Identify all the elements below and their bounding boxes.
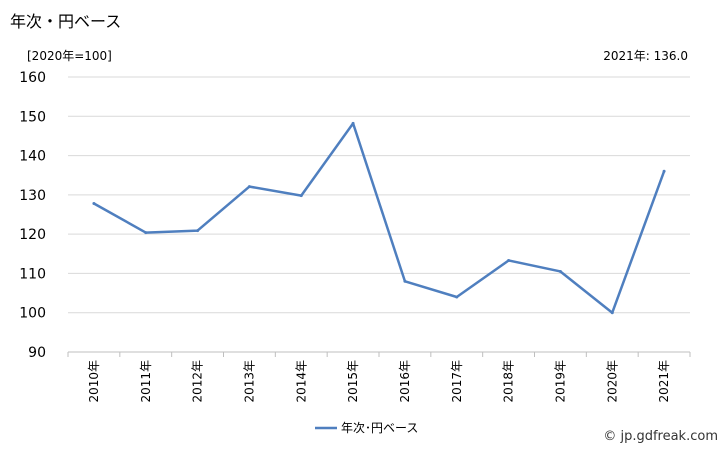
data-point	[403, 279, 407, 283]
y-tick-label: 150	[19, 109, 46, 125]
x-tick-label: 2010年	[87, 360, 101, 403]
x-tick-label: 2013年	[242, 360, 256, 403]
y-tick-label: 110	[19, 266, 46, 282]
x-tick-label: 2021年	[657, 360, 671, 403]
data-point	[507, 258, 511, 262]
data-point	[351, 121, 355, 125]
data-point	[662, 169, 666, 173]
x-tick-label: 2019年	[553, 360, 567, 403]
data-point	[610, 311, 614, 315]
y-tick-label: 160	[19, 70, 46, 86]
y-tick-label: 100	[19, 306, 46, 322]
x-tick-label: 2015年	[346, 360, 360, 403]
unit-label: [2020年=100]	[27, 49, 112, 63]
legend-label: 年次･円ベース	[341, 421, 418, 435]
y-tick-label: 90	[28, 345, 46, 361]
source-credit: © jp.gdfreak.com	[603, 429, 718, 444]
x-tick-label: 2014年	[294, 360, 308, 403]
data-point	[247, 185, 251, 189]
data-point	[299, 194, 303, 198]
data-point	[196, 229, 200, 233]
x-tick-label: 2016年	[398, 360, 412, 403]
y-tick-label: 120	[19, 227, 46, 243]
data-point	[455, 295, 459, 299]
x-tick-label: 2018年	[502, 360, 516, 403]
x-tick-label: 2020年	[605, 360, 619, 403]
latest-value-label: 2021年: 136.0	[603, 49, 688, 63]
data-point	[92, 202, 96, 205]
x-tick-label: 2012年	[191, 360, 205, 403]
data-point	[144, 231, 148, 235]
x-tick-label: 2017年	[450, 360, 464, 403]
y-tick-label: 140	[19, 149, 46, 165]
y-tick-label: 130	[19, 188, 46, 204]
x-tick-label: 2011年	[139, 360, 153, 403]
chart-title: 年次・円ベース	[10, 12, 122, 31]
data-point	[558, 269, 562, 273]
series-line	[93, 122, 666, 314]
